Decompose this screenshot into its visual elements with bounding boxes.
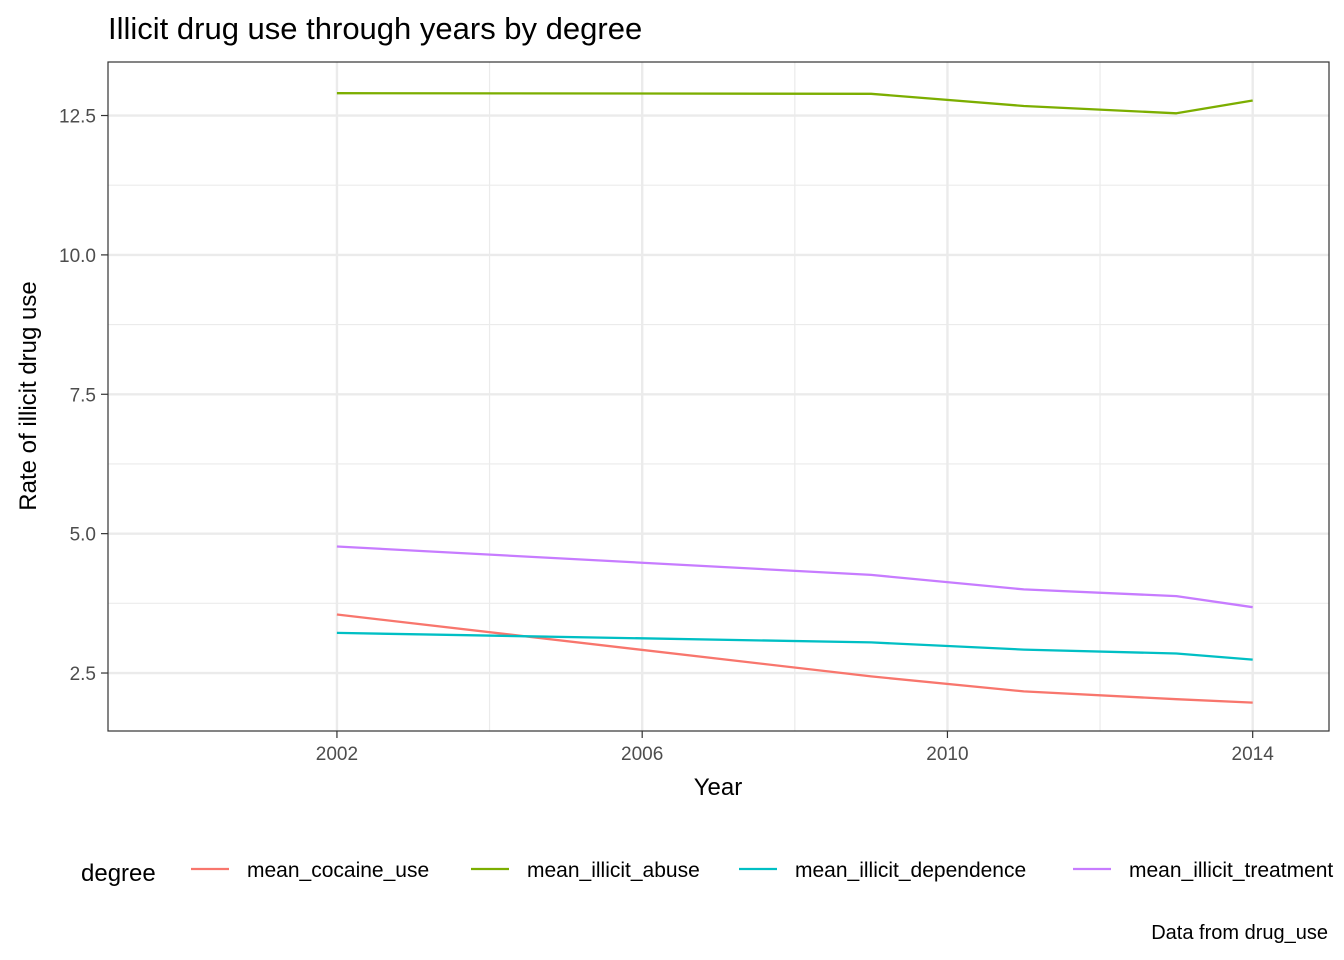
series-line-mean_illicit_dependence <box>336 631 1253 661</box>
plot-panel-border <box>107 61 1330 732</box>
legend-label-mean_illicit_treatment: mean_illicit_treatment <box>1129 859 1333 882</box>
y-tick-label: 7.5 <box>70 385 96 406</box>
y-tick-label: 10.0 <box>59 246 96 267</box>
y-tick-label: 2.5 <box>70 664 96 685</box>
y-axis-label: Rate of illicit drug use <box>15 281 42 510</box>
x-tick-label: 2006 <box>621 744 663 765</box>
chart-title: Illicit drug use through years by degree <box>108 11 642 46</box>
y-tick-label: 5.0 <box>70 525 96 546</box>
series-line-mean_illicit_abuse <box>336 92 1253 115</box>
legend-title: degree <box>81 860 156 887</box>
legend-label-mean_cocaine_use: mean_cocaine_use <box>247 859 429 882</box>
series-line-mean_illicit_treatment <box>336 545 1253 609</box>
series-lines <box>336 92 1253 704</box>
chart-caption: Data from drug_use <box>1151 922 1328 944</box>
legend: degree mean_cocaine_use mean_illicit_abus… <box>81 859 1333 887</box>
x-tick-label: 2014 <box>1232 744 1275 765</box>
x-tick-label: 2010 <box>926 744 968 765</box>
series-line-mean_cocaine_use <box>336 613 1253 704</box>
legend-label-mean_illicit_abuse: mean_illicit_abuse <box>527 859 700 882</box>
legend-label-mean_illicit_dependence: mean_illicit_dependence <box>795 859 1026 882</box>
y-axis-ticks: 2.5 5.0 7.5 10.0 12.5 <box>59 107 108 685</box>
y-tick-label: 12.5 <box>59 107 96 128</box>
x-axis-ticks: 2002 2006 2010 2014 <box>316 731 1274 765</box>
grid-lines <box>108 62 1329 731</box>
x-tick-label: 2002 <box>316 744 358 765</box>
x-axis-label: Year <box>694 774 743 801</box>
